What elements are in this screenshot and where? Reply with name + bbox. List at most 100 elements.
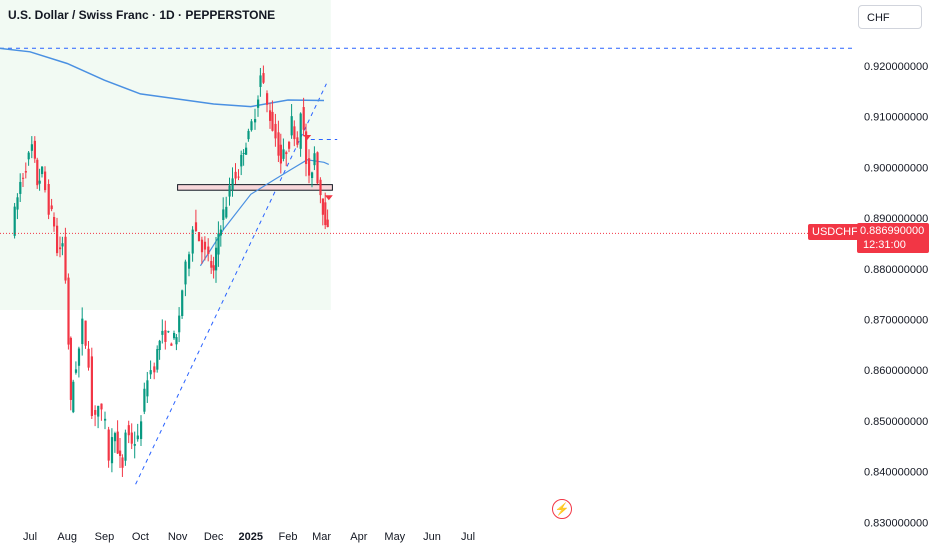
candle-body (259, 75, 262, 87)
candle-body (13, 206, 16, 236)
candle-body (136, 435, 139, 440)
candle-body (290, 116, 293, 136)
trendline (135, 83, 327, 485)
shaded-region (0, 0, 331, 310)
candle-body (279, 144, 282, 164)
x-tick-label: Nov (168, 531, 188, 543)
candle-body (245, 147, 248, 155)
candle-body (257, 99, 260, 108)
candle-body (234, 171, 237, 179)
candle-body (140, 421, 143, 439)
ema-line (199, 159, 330, 267)
y-tick-label: 0.850000000 (864, 416, 928, 428)
candle-body (207, 246, 210, 255)
x-tick-label: Jul (461, 531, 475, 543)
candle-body (282, 149, 285, 159)
candle-body (22, 177, 25, 179)
candle-body (19, 181, 22, 194)
candle-body (231, 178, 234, 190)
candle-body (164, 330, 167, 342)
candle-body (269, 110, 272, 121)
candle-body (191, 229, 194, 254)
candle-body (228, 185, 231, 197)
candle-body (200, 239, 204, 253)
support-zone (177, 184, 333, 191)
y-tick-label: 0.900000000 (864, 162, 928, 174)
candle-body (84, 320, 87, 346)
candle-body (153, 366, 156, 373)
candle-body (94, 410, 97, 415)
candle-body (146, 380, 149, 397)
y-tick-label: 0.890000000 (864, 213, 928, 225)
candle-body (210, 260, 213, 268)
down-marker (324, 195, 333, 201)
candle-body (173, 333, 176, 339)
candle-body (127, 425, 130, 436)
candle-body (302, 107, 305, 130)
lightning-icon[interactable]: ⚡ (552, 499, 572, 519)
candle-body (53, 217, 56, 227)
candle-body (277, 132, 280, 156)
candle-body (184, 261, 187, 285)
candle-body (69, 337, 72, 400)
candle-body (181, 290, 184, 316)
candle-body (81, 318, 84, 345)
candle-body (316, 152, 319, 184)
candle-body (27, 152, 30, 160)
y-tick-label: 0.830000000 (864, 517, 928, 529)
candle-body (44, 171, 47, 191)
last-price-tag: 0.886990000 (857, 223, 929, 239)
candle-body (87, 348, 90, 368)
x-tick-label: Sep (95, 531, 115, 543)
candle-body (130, 432, 133, 444)
x-tick-label: Jun (423, 531, 441, 543)
x-tick-label: Aug (57, 531, 77, 543)
y-tick-label: 0.860000000 (864, 365, 928, 377)
candle-body (326, 219, 329, 228)
candle-body (311, 172, 314, 179)
ma-line (0, 47, 325, 108)
y-tick-label: 0.840000000 (864, 467, 928, 479)
y-tick-label: 0.880000000 (864, 264, 928, 276)
candle-body (299, 113, 302, 149)
candle-body (119, 450, 122, 456)
candle-body (217, 233, 220, 255)
candle-body (313, 153, 316, 166)
y-tick-label: 0.910000000 (864, 112, 928, 124)
candle-body (194, 222, 198, 232)
candle-body (274, 123, 277, 139)
candle-body (240, 154, 243, 167)
x-tick-label: Oct (132, 531, 149, 543)
candle-body (67, 277, 70, 345)
candle-body (178, 315, 181, 333)
candle-body (288, 141, 291, 149)
candle-body (161, 330, 164, 335)
candle-body (124, 432, 127, 461)
candle-body (242, 152, 245, 155)
currency-button[interactable]: CHF (858, 5, 922, 29)
candle-body (41, 166, 44, 175)
chart-title: U.S. Dollar / Swiss Franc · 1D · PEPPERS… (8, 8, 276, 22)
candle-body (212, 265, 215, 271)
candle-body (293, 126, 296, 140)
candle-body (24, 171, 27, 173)
candle-body (72, 381, 75, 413)
candle-body (16, 197, 19, 210)
candles (13, 65, 329, 477)
x-tick-label: Dec (204, 531, 224, 543)
candle-body (38, 180, 41, 184)
candle-body (149, 370, 152, 375)
symbol-tag: USDCHF (808, 224, 862, 240)
candle-body (30, 144, 33, 151)
candle-body (77, 348, 81, 366)
candle-body (64, 236, 67, 281)
candle-body (262, 73, 265, 83)
candle-body (107, 429, 110, 461)
candle-body (285, 152, 288, 155)
candle-body (219, 229, 222, 236)
candle-body (296, 137, 299, 145)
candle-body (113, 433, 117, 442)
candle-body (222, 209, 225, 221)
candle-body (237, 176, 240, 178)
